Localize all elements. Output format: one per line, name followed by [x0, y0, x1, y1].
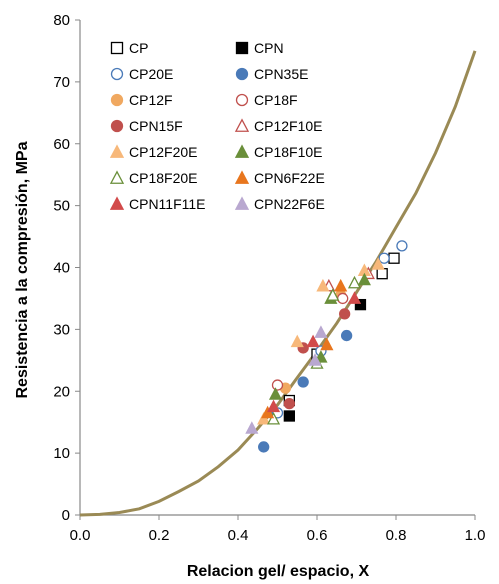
- data-point: [306, 334, 320, 348]
- x-tick-label: 1.0: [465, 527, 486, 544]
- data-point: [308, 353, 322, 366]
- data-point: [378, 252, 390, 264]
- legend-marker: [109, 170, 125, 184]
- legend-marker: [234, 196, 250, 210]
- legend-label: CP12F: [129, 92, 173, 108]
- legend-marker: [110, 93, 124, 107]
- legend-label: CP12F20E: [129, 144, 197, 160]
- data-point: [396, 240, 408, 252]
- data-point: [268, 387, 283, 400]
- legend-marker: [235, 41, 249, 55]
- x-axis-title: Relacion gel/ espacio, X: [187, 563, 370, 580]
- x-tick-label: 0.8: [386, 527, 407, 544]
- data-point: [347, 291, 362, 304]
- data-point: [258, 441, 270, 453]
- data-point: [371, 257, 385, 270]
- legend: CP CPN CP20E CPN35E CP12F CP18F CPN15F CP12F10E…: [109, 40, 325, 212]
- y-tick-label: 60: [53, 136, 70, 153]
- data-point: [316, 278, 330, 292]
- x-tick-label: 0.4: [228, 527, 249, 544]
- legend-marker: [109, 144, 125, 158]
- data-point: [266, 411, 281, 425]
- y-tick-label: 40: [53, 260, 70, 277]
- legend-marker: [235, 67, 249, 81]
- legend-label: CP20E: [129, 66, 173, 82]
- data-point: [334, 278, 348, 292]
- data-point: [340, 329, 353, 342]
- fit-curve-layer: [79, 50, 477, 517]
- legend-label: CP18F20E: [129, 170, 197, 186]
- data-point: [271, 379, 284, 391]
- data-point: [257, 411, 271, 425]
- data-point: [297, 376, 309, 388]
- y-tick-label: 20: [53, 383, 70, 400]
- y-axis-title: Resistencia a la compresión, MPa: [14, 141, 31, 398]
- legend-marker: [109, 196, 125, 210]
- legend-marker: [110, 41, 124, 55]
- legend-label: CP18F: [254, 92, 298, 108]
- legend-label: CPN15F: [129, 118, 183, 134]
- data-point: [376, 268, 388, 280]
- fit-curve: [79, 50, 477, 517]
- data-point: [261, 405, 275, 419]
- data-points-layer: [245, 240, 408, 453]
- legend-label: CPN6F22E: [254, 170, 325, 186]
- data-point: [357, 272, 371, 286]
- data-point: [283, 397, 296, 410]
- legend-label: CP18F10E: [254, 144, 322, 160]
- data-point: [337, 292, 349, 305]
- data-point: [283, 410, 296, 422]
- data-point: [320, 337, 334, 351]
- legend-label: CP12F10E: [254, 118, 322, 134]
- data-point: [388, 252, 400, 264]
- data-point: [347, 275, 362, 289]
- legend-marker: [235, 93, 249, 107]
- legend-marker: [110, 67, 124, 81]
- legend-marker: [110, 119, 124, 133]
- data-point: [354, 298, 367, 311]
- data-point: [338, 308, 351, 320]
- y-tick-label: 50: [53, 198, 70, 215]
- axes: [75, 19, 476, 520]
- legend-label: CP: [129, 40, 148, 56]
- data-point: [314, 325, 328, 338]
- x-tick-label: 0.2: [149, 527, 170, 544]
- y-tick-label: 0: [62, 507, 70, 524]
- y-tick-label: 30: [53, 321, 70, 338]
- data-point: [266, 399, 281, 413]
- legend-marker: [234, 170, 250, 184]
- legend-label: CPN11F11E: [129, 196, 206, 212]
- legend-label: CPN35E: [254, 66, 308, 82]
- data-point: [245, 421, 259, 434]
- tick-labels: 0 10 20 30 40 50 60 70 80 0.0 0.2 0.4 0.6 0.8 1.0: [53, 12, 485, 544]
- legend-label: CPN22F6E: [254, 196, 325, 212]
- legend-marker: [234, 144, 250, 158]
- data-point: [290, 334, 304, 348]
- y-tick-label: 80: [53, 12, 70, 29]
- data-point: [326, 288, 340, 301]
- x-tick-label: 0.0: [70, 527, 91, 544]
- y-tick-label: 10: [53, 445, 70, 462]
- x-tick-label: 0.6: [307, 527, 328, 544]
- y-tick-label: 70: [53, 74, 70, 91]
- legend-marker: [234, 118, 250, 132]
- legend-label: CPN: [254, 40, 284, 56]
